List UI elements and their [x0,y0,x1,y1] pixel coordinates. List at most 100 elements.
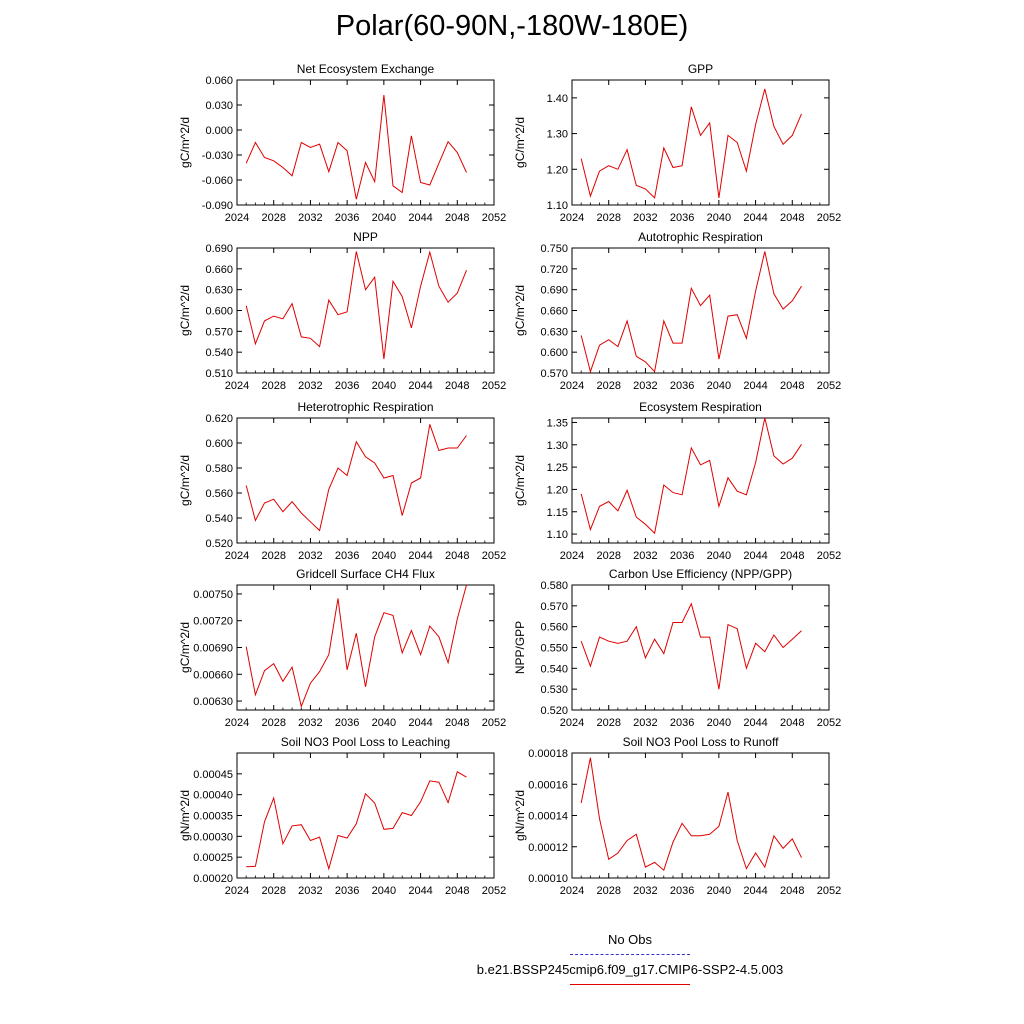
x-tick-label: 2040 [372,885,396,897]
x-tick-label: 2040 [707,885,731,897]
x-tick-label: 2040 [372,550,396,562]
plot-frame [236,79,495,206]
x-tick-label: 2024 [560,717,584,729]
x-tick-label: 2044 [408,885,432,897]
y-tick-label: 0.030 [205,100,233,112]
x-tick-label: 2048 [780,212,804,224]
plot-frame [571,79,830,206]
x-tick-label: 2040 [372,380,396,392]
panel-9: Soil NO3 Pool Loss to Leaching gN/m^2/d 20… [178,735,506,897]
chart-title: Ecosystem Respiration [639,400,762,414]
y-tick-label: 0.560 [205,488,233,500]
x-tick-label: 2048 [780,717,804,729]
y-tick-label: 0.570 [205,326,233,338]
panel-2: GPP gC/m^2/d 2024 2028 2032 2036 2040 2044 2048 2… [513,62,841,224]
x-tick-label: 2028 [596,717,620,729]
x-tick-label: 2028 [261,212,285,224]
y-axis-label: gN/m^2/d [178,790,192,841]
x-tick-label: 2048 [445,550,469,562]
x-tick-label: 2040 [707,717,731,729]
x-tick-label: 2044 [743,380,767,392]
y-tick-label: 0.570 [540,368,568,380]
y-tick-label: 0.620 [205,413,233,425]
y-axis-label: gC/m^2/d [178,117,192,168]
y-tick-label: 0.00020 [193,873,233,885]
y-axis-label: gC/m^2/d [178,455,192,506]
y-tick-label: 0.720 [540,264,568,276]
page-title: Polar(60-90N,-180W-180E) [335,10,689,42]
x-tick-label: 2048 [445,212,469,224]
x-tick-label: 2032 [298,550,322,562]
x-tick-label: 2036 [670,550,694,562]
x-tick-label: 2036 [670,885,694,897]
x-tick-label: 2032 [633,717,657,729]
y-tick-label: 1.30 [547,440,568,452]
y-tick-label: 0.600 [205,438,233,450]
y-tick-label: 0.520 [540,705,568,717]
y-tick-label: 0.060 [205,75,233,87]
chart-title: NPP [353,230,378,244]
y-tick-label: 1.15 [547,507,568,519]
x-tick-label: 2032 [633,212,657,224]
x-tick-label: 2052 [817,380,841,392]
series-line [245,424,467,532]
y-tick-label: 0.660 [540,306,568,318]
chart-title: GPP [688,62,713,76]
panel-4: Autotrophic Respiration gC/m^2/d 2024 2028 2… [513,230,841,392]
x-tick-label: 2028 [596,380,620,392]
y-tick-label: 1.20 [547,484,568,496]
y-tick-label: 1.20 [547,164,568,176]
x-tick-label: 2032 [633,380,657,392]
x-tick-label: 2028 [596,885,620,897]
y-tick-label: 0.520 [205,538,233,550]
x-tick-label: 2052 [817,717,841,729]
y-tick-label: 0.00750 [193,589,233,601]
x-tick-label: 2024 [560,380,584,392]
x-tick-label: 2040 [707,212,731,224]
y-tick-label: 0.550 [540,643,568,655]
chart-title: Autotrophic Respiration [638,230,763,244]
x-tick-label: 2048 [780,550,804,562]
x-tick-label: 2032 [298,212,322,224]
panel-6: Ecosystem Respiration gC/m^2/d 2024 2028 203… [513,400,841,562]
x-tick-label: 2032 [298,380,322,392]
y-tick-label: 0.00016 [528,779,568,791]
panel-10: Soil NO3 Pool Loss to Runoff gN/m^2/d 2024… [513,735,841,897]
plot-frame [236,584,495,711]
y-tick-label: 0.00018 [528,748,568,760]
legend-obs-line [570,954,690,955]
x-tick-label: 2028 [596,550,620,562]
x-tick-label: 2044 [743,885,767,897]
y-tick-label: -0.090 [202,200,233,212]
x-tick-label: 2052 [817,212,841,224]
x-tick-label: 2036 [335,380,359,392]
series-line [580,602,802,690]
legend-case-label: b.e21.BSSP245cmip6.f09_g17.CMIP6-SSP2-4.… [476,962,784,977]
panel-7: Gridcell Surface CH4 Flux gC/m^2/d 2024 202… [178,567,506,729]
series-line [246,771,467,871]
y-tick-label: 0.00035 [193,811,233,823]
chart-title: Heterotrophic Respiration [297,400,433,414]
x-tick-label: 2048 [780,380,804,392]
x-tick-label: 2052 [817,885,841,897]
x-tick-label: 2040 [707,380,731,392]
x-tick-label: 2032 [633,885,657,897]
y-tick-label: 0.560 [540,622,568,634]
chart-title: Gridcell Surface CH4 Flux [296,567,435,581]
y-tick-label: 0.00040 [193,790,233,802]
y-tick-label: 0.00014 [528,811,568,823]
x-tick-label: 2024 [560,212,584,224]
legend-case-line [570,984,690,985]
y-tick-label: 1.30 [547,129,568,141]
x-tick-label: 2048 [445,717,469,729]
legend-obs-label: No Obs [607,932,653,947]
x-tick-label: 2052 [482,885,506,897]
y-tick-label: 1.10 [547,529,568,541]
series-line [245,584,467,709]
x-tick-label: 2052 [817,550,841,562]
x-tick-label: 2044 [743,212,767,224]
x-tick-label: 2044 [408,212,432,224]
x-tick-label: 2024 [225,717,249,729]
x-tick-label: 2040 [707,550,731,562]
y-tick-label: 1.25 [547,462,568,474]
